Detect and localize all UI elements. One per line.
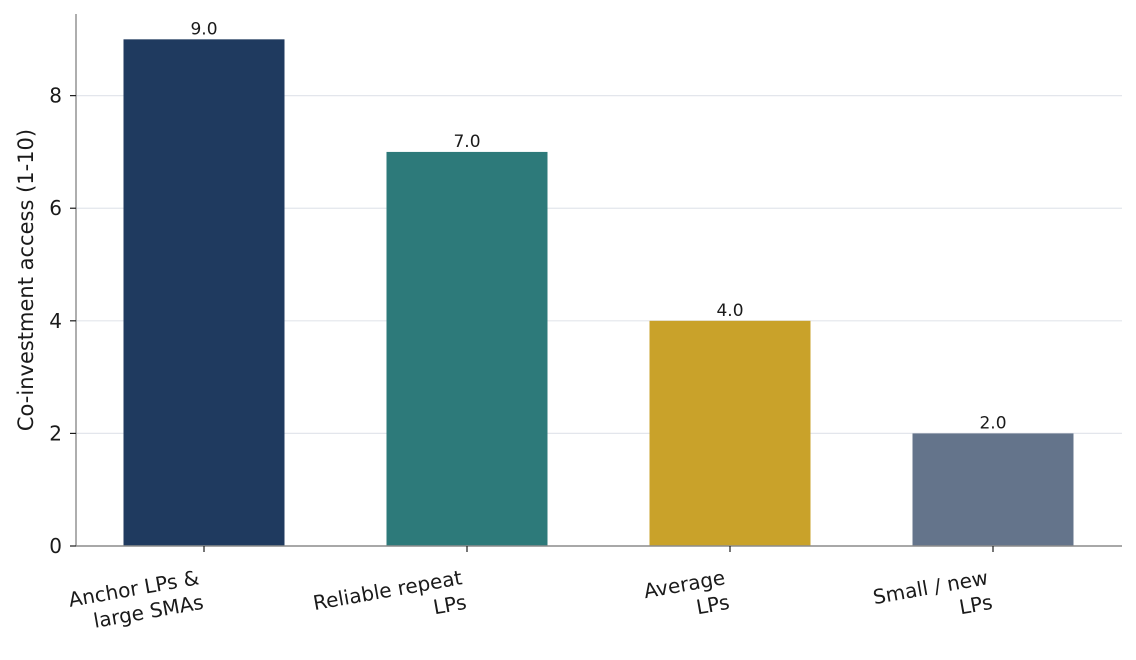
y-tick-label-0: 0 [49,534,62,558]
data-labels: 9.0 7.0 4.0 2.0 [190,19,1006,433]
x-tick-label-1: Reliable repeatLPs [311,565,468,639]
data-label-2: 4.0 [716,301,743,321]
y-tick-label-2: 4 [49,309,62,333]
x-tick-label-3: Small / newLPs [871,565,994,633]
bars [123,39,1074,547]
y-tick-label-1: 2 [49,421,62,445]
bar-0 [123,39,285,546]
bar-1 [386,151,548,547]
bar-3 [912,433,1074,546]
data-label-1: 7.0 [453,132,480,152]
x-ticks: Anchor LPs &large SMAs Reliable repeatLPs… [67,546,994,639]
x-tick-label-line-1-1: LPs [431,590,468,619]
y-tick-label-3: 6 [49,196,62,220]
x-tick-label-2: AverageLPs [642,565,731,628]
data-label-0: 9.0 [190,19,217,39]
axes [75,14,1122,547]
data-label-3: 2.0 [979,413,1006,433]
x-tick-label-line-2-1: LPs [694,590,731,619]
y-tick-label-4: 8 [49,84,62,108]
x-tick-label-line-3-1: LPs [957,590,994,619]
bar-2 [649,320,811,546]
y-ticks: 0 2 4 6 8 [49,84,76,558]
y-axis-title: Co-investment access (1-10) [14,129,38,431]
x-tick-label-0: Anchor LPs &large SMAs [67,565,206,636]
